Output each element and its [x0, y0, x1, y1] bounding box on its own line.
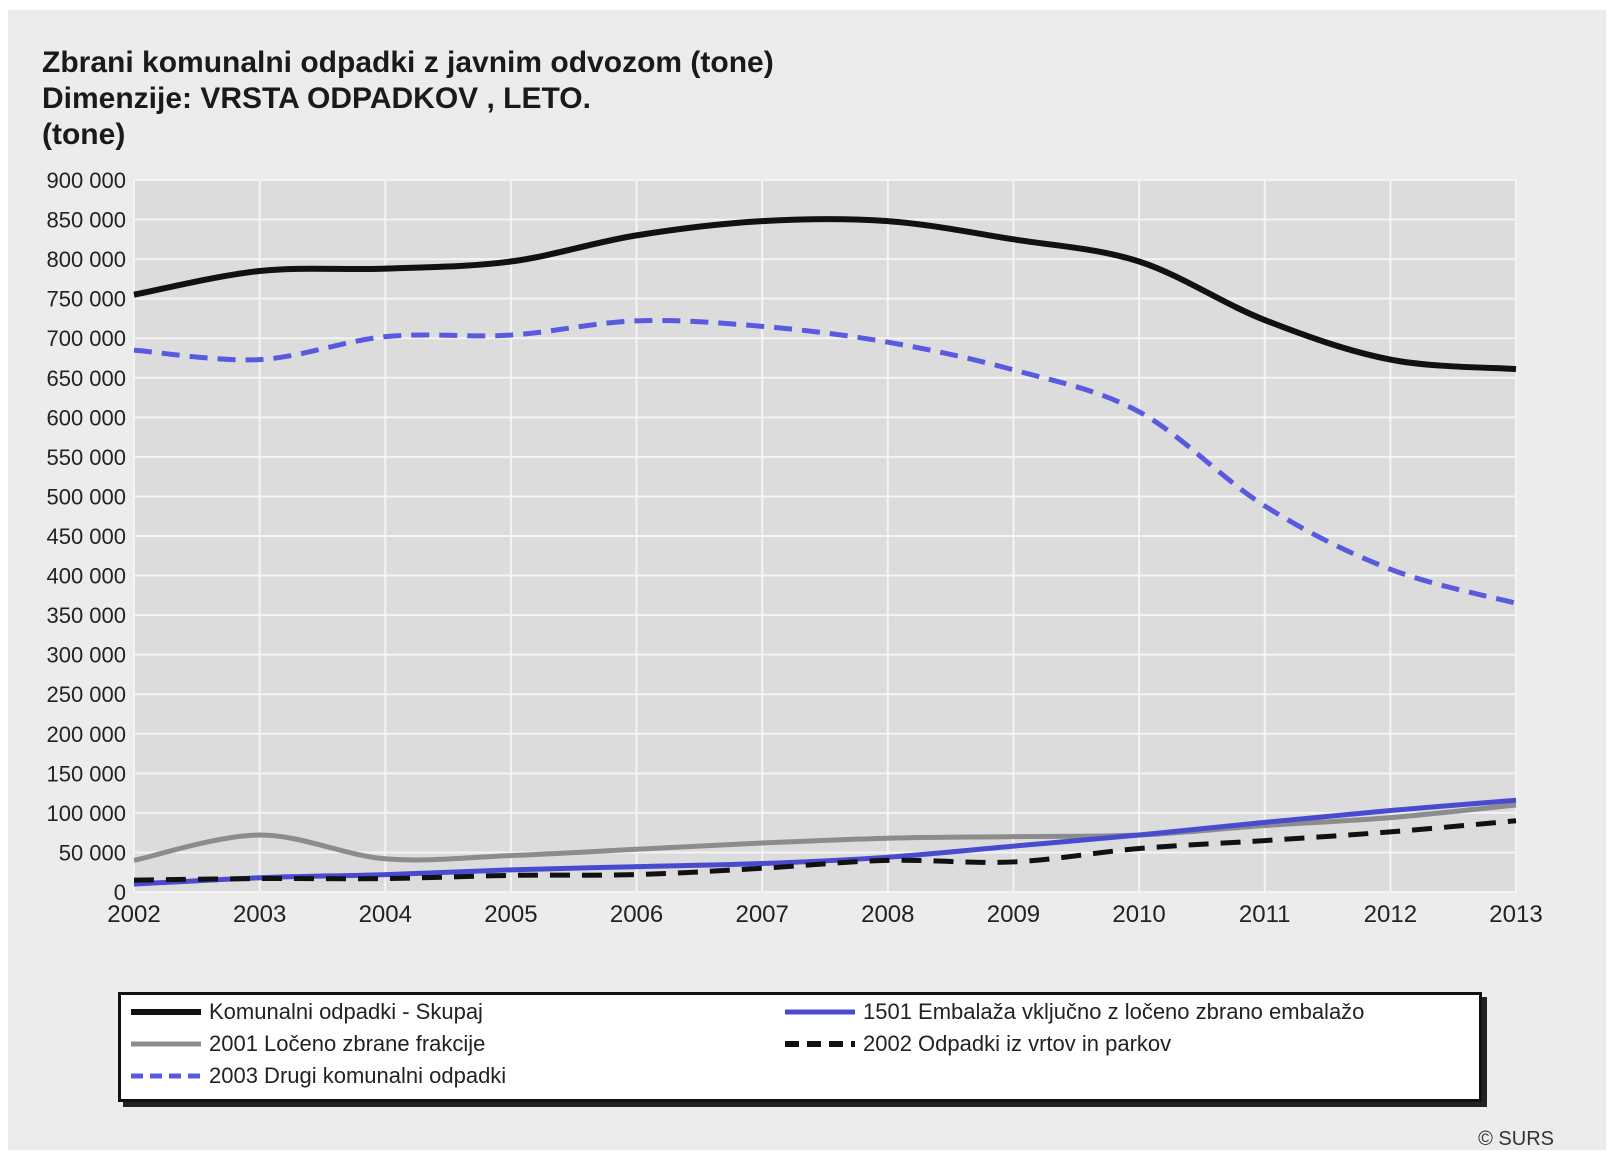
series-drugi-line: [133, 317, 1517, 606]
legend-item-skupaj: Komunalni odpadki - Skupaj: [129, 997, 483, 1027]
x-tick-label: 2013: [1489, 901, 1542, 928]
y-tick-label: 150 000: [46, 761, 126, 786]
y-tick-label: 50 000: [59, 840, 126, 865]
y-tick-label: 750 000: [46, 287, 126, 312]
legend-label: 2002 Odpadki iz vrtov in parkov: [863, 1031, 1172, 1056]
y-tick-label: 800 000: [46, 247, 126, 272]
legend-swatch-skupaj: [131, 1009, 201, 1015]
legend-label: 2001 Ločeno zbrane frakcije: [209, 1031, 486, 1056]
series-skupaj-line: [133, 216, 1517, 373]
x-tick-label: 2011: [1239, 901, 1291, 928]
y-tick-label: 200 000: [46, 722, 126, 747]
copyright-text: © SURS: [1478, 1128, 1554, 1150]
y-tick-label: 850 000: [46, 208, 126, 233]
y-tick-label: 550 000: [46, 445, 126, 470]
legend-label: Komunalni odpadki - Skupaj: [209, 999, 483, 1024]
y-tick-label: 400 000: [46, 564, 126, 589]
y-tick-label: 600 000: [46, 405, 126, 430]
y-tick-label: 450 000: [46, 524, 126, 549]
chart-legend: Komunalni odpadki - Skupaj 1501 Embalaža…: [118, 992, 1482, 1102]
x-tick-label: 2007: [735, 901, 788, 928]
x-tick-label: 2002: [107, 901, 160, 928]
series-embalaza-line: [133, 797, 1517, 887]
chart-subtitle: Dimenzije: VRSTA ODPADKOV , LETO.: [42, 82, 591, 115]
line-chart: 0 50 000 100 000 150 000 200 000 250 000 300 0…: [46, 168, 1542, 928]
series-vrtovi-parki-line: [133, 818, 1517, 883]
y-tick-label: 700 000: [46, 326, 126, 351]
y-tick-label: 500 000: [46, 484, 126, 509]
legend-item-drugi: 2003 Drugi komunalni odpadki: [129, 1061, 506, 1091]
series-locene-frakcije-line: [133, 802, 1517, 863]
y-tick-label: 100 000: [46, 801, 126, 826]
x-tick-label: 2004: [359, 901, 412, 928]
y-tick-label: 300 000: [46, 643, 126, 668]
legend-swatch-vrtovi-parki: [785, 1041, 855, 1047]
legend-item-vrtovi-parki: 2002 Odpadki iz vrtov in parkov: [783, 1029, 1171, 1059]
chart-title: Zbrani komunalni odpadki z javnim odvozo…: [42, 46, 774, 79]
y-tick-label: 0: [114, 880, 126, 905]
y-tick-label: 350 000: [46, 603, 126, 628]
y-axis-label: (tone): [42, 118, 126, 151]
legend-swatch-drugi: [131, 1073, 201, 1079]
x-tick-label: 2006: [610, 901, 663, 928]
legend-swatch-locene-frakcije: [131, 1041, 201, 1047]
y-tick-label: 250 000: [46, 682, 126, 707]
legend-item-locene-frakcije: 2001 Ločeno zbrane frakcije: [129, 1029, 485, 1059]
x-tick-label: 2008: [861, 901, 914, 928]
x-tick-label: 2012: [1364, 901, 1417, 928]
y-tick-label: 650 000: [46, 366, 126, 391]
x-tick-label: 2005: [484, 901, 537, 928]
legend-swatch-embalaza: [785, 1009, 855, 1015]
x-tick-label: 2009: [987, 901, 1040, 928]
legend-item-embalaza: 1501 Embalaža vključno z ločeno zbrano e…: [783, 997, 1364, 1027]
x-tick-label: 2010: [1112, 901, 1165, 928]
y-tick-label: 900 000: [46, 168, 126, 193]
x-tick-label: 2003: [233, 901, 286, 928]
legend-label: 2003 Drugi komunalni odpadki: [209, 1063, 507, 1088]
legend-label: 1501 Embalaža vključno z ločeno zbrano e…: [863, 999, 1365, 1024]
